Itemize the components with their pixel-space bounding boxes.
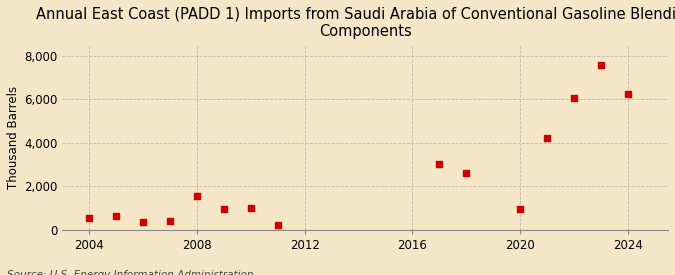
Y-axis label: Thousand Barrels: Thousand Barrels	[7, 86, 20, 189]
Point	[165, 219, 176, 223]
Point	[219, 207, 230, 211]
Point	[84, 215, 95, 220]
Point	[192, 194, 202, 198]
Point	[246, 206, 256, 210]
Point	[272, 223, 283, 227]
Point	[111, 214, 122, 219]
Title: Annual East Coast (PADD 1) Imports from Saudi Arabia of Conventional Gasoline Bl: Annual East Coast (PADD 1) Imports from …	[36, 7, 675, 39]
Point	[541, 136, 552, 141]
Point	[461, 171, 472, 175]
Point	[138, 220, 148, 224]
Point	[568, 96, 579, 100]
Point	[514, 207, 525, 211]
Text: Source: U.S. Energy Information Administration: Source: U.S. Energy Information Administ…	[7, 271, 253, 275]
Point	[595, 63, 606, 68]
Point	[622, 91, 633, 96]
Point	[434, 162, 445, 166]
